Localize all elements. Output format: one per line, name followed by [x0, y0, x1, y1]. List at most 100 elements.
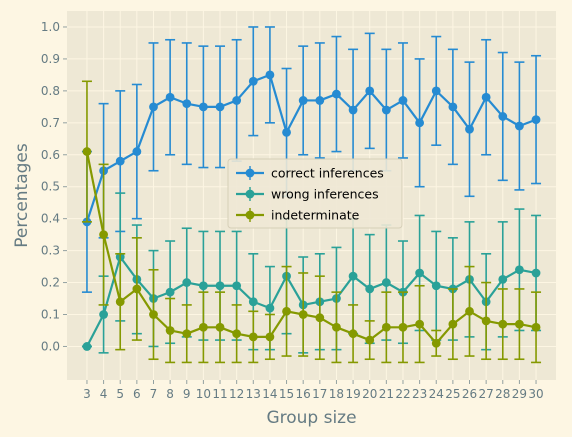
- data-point: [265, 70, 275, 80]
- x-tick-label: 4: [100, 387, 108, 401]
- legend-box: [227, 158, 403, 229]
- data-point: [248, 76, 258, 86]
- data-point: [498, 274, 508, 284]
- y-tick-label: 0.5: [41, 180, 60, 194]
- data-point: [132, 147, 142, 156]
- x-tick-label: 21: [379, 387, 394, 401]
- data-point: [381, 105, 391, 115]
- y-tick-label: 0.3: [41, 244, 60, 258]
- data-point: [465, 124, 474, 134]
- y-tick-label: 0.8: [41, 84, 60, 98]
- data-point: [182, 99, 192, 109]
- data-point: [531, 115, 541, 125]
- x-tick-label: 20: [362, 387, 377, 401]
- x-tick-label: 25: [445, 387, 460, 401]
- x-tick-label: 9: [183, 387, 191, 401]
- x-tick-label: 3: [83, 387, 91, 401]
- data-point: [248, 332, 258, 342]
- data-point: [465, 306, 474, 316]
- y-tick-label: 0.6: [41, 148, 60, 162]
- data-point: [431, 281, 441, 291]
- y-axis: 0.0 0.1 0.2 0.3 0.4 0.5 0.6 0.7 0.8 0.9 1.0: [41, 20, 67, 353]
- data-point: [481, 316, 491, 326]
- data-point: [82, 342, 92, 351]
- x-tick-label: 12: [229, 387, 244, 401]
- data-point: [448, 319, 458, 329]
- data-point: [381, 322, 391, 332]
- data-point: [165, 92, 175, 102]
- data-point: [348, 105, 358, 115]
- data-point: [198, 102, 208, 112]
- data-point: [282, 128, 291, 137]
- data-point: [531, 268, 541, 278]
- legend-label: wrong inferences: [271, 187, 379, 202]
- x-tick-label: 10: [196, 387, 211, 401]
- legend-label: correct inferences: [271, 166, 384, 181]
- x-tick-label: 11: [212, 387, 227, 401]
- x-tick-label: 23: [412, 387, 427, 401]
- data-point: [348, 271, 358, 281]
- data-point: [431, 338, 441, 348]
- data-point: [232, 281, 242, 291]
- data-point: [265, 303, 275, 313]
- data-point: [215, 281, 225, 291]
- x-tick-label: 16: [296, 387, 311, 401]
- x-axis: 3 4 5 6 7 8 9 10 11 12 13 14 15 16 17 18 19 20 21 22 23 24 25 2…: [83, 380, 544, 401]
- y-tick-label: 1.0: [41, 20, 60, 34]
- data-point: [515, 121, 524, 131]
- data-point: [398, 96, 408, 105]
- data-point: [282, 306, 291, 316]
- data-point: [298, 310, 308, 319]
- data-point: [398, 322, 408, 332]
- series-line: [85, 151, 537, 345]
- data-point: [182, 278, 192, 287]
- x-tick-label: 30: [528, 387, 543, 401]
- data-point: [215, 102, 225, 112]
- data-point: [315, 96, 325, 105]
- data-point: [248, 297, 258, 307]
- y-tick-label: 0.1: [41, 308, 60, 322]
- data-point: [515, 265, 524, 275]
- data-point: [448, 102, 458, 112]
- x-tick-label: 19: [345, 387, 360, 401]
- data-point: [381, 278, 391, 287]
- data-point: [298, 96, 308, 105]
- data-point: [515, 319, 524, 329]
- legend-marker: [245, 189, 255, 199]
- data-point: [332, 322, 341, 332]
- x-tick-label: 27: [479, 387, 494, 401]
- x-tick-label: 26: [462, 387, 477, 401]
- x-tick-label: 22: [395, 387, 410, 401]
- x-tick-label: 8: [166, 387, 174, 401]
- y-tick-label: 0.0: [41, 339, 60, 353]
- data-point: [431, 86, 441, 96]
- data-point: [198, 322, 208, 332]
- data-point: [498, 112, 508, 121]
- series-2: [81, 80, 542, 364]
- x-tick-label: 18: [329, 387, 344, 401]
- data-point: [332, 89, 341, 99]
- data-point: [115, 297, 125, 307]
- x-tick-label: 13: [246, 387, 261, 401]
- data-point: [498, 319, 508, 329]
- data-point: [415, 268, 425, 278]
- data-point: [182, 329, 192, 339]
- data-point: [82, 147, 92, 156]
- x-tick-label: 29: [512, 387, 527, 401]
- series-line: [85, 73, 537, 223]
- data-point: [365, 335, 375, 345]
- x-tick-label: 24: [429, 387, 444, 401]
- data-point: [232, 329, 242, 339]
- data-point: [215, 322, 225, 332]
- data-point: [165, 287, 175, 297]
- x-tick-label: 14: [262, 387, 277, 401]
- x-tick-label: 28: [495, 387, 510, 401]
- x-tick-label: 15: [279, 387, 294, 401]
- data-point: [198, 281, 208, 291]
- data-point: [415, 118, 425, 128]
- data-point: [232, 96, 242, 105]
- data-point: [481, 92, 491, 102]
- y-tick-label: 0.7: [41, 116, 60, 130]
- data-point: [365, 284, 375, 294]
